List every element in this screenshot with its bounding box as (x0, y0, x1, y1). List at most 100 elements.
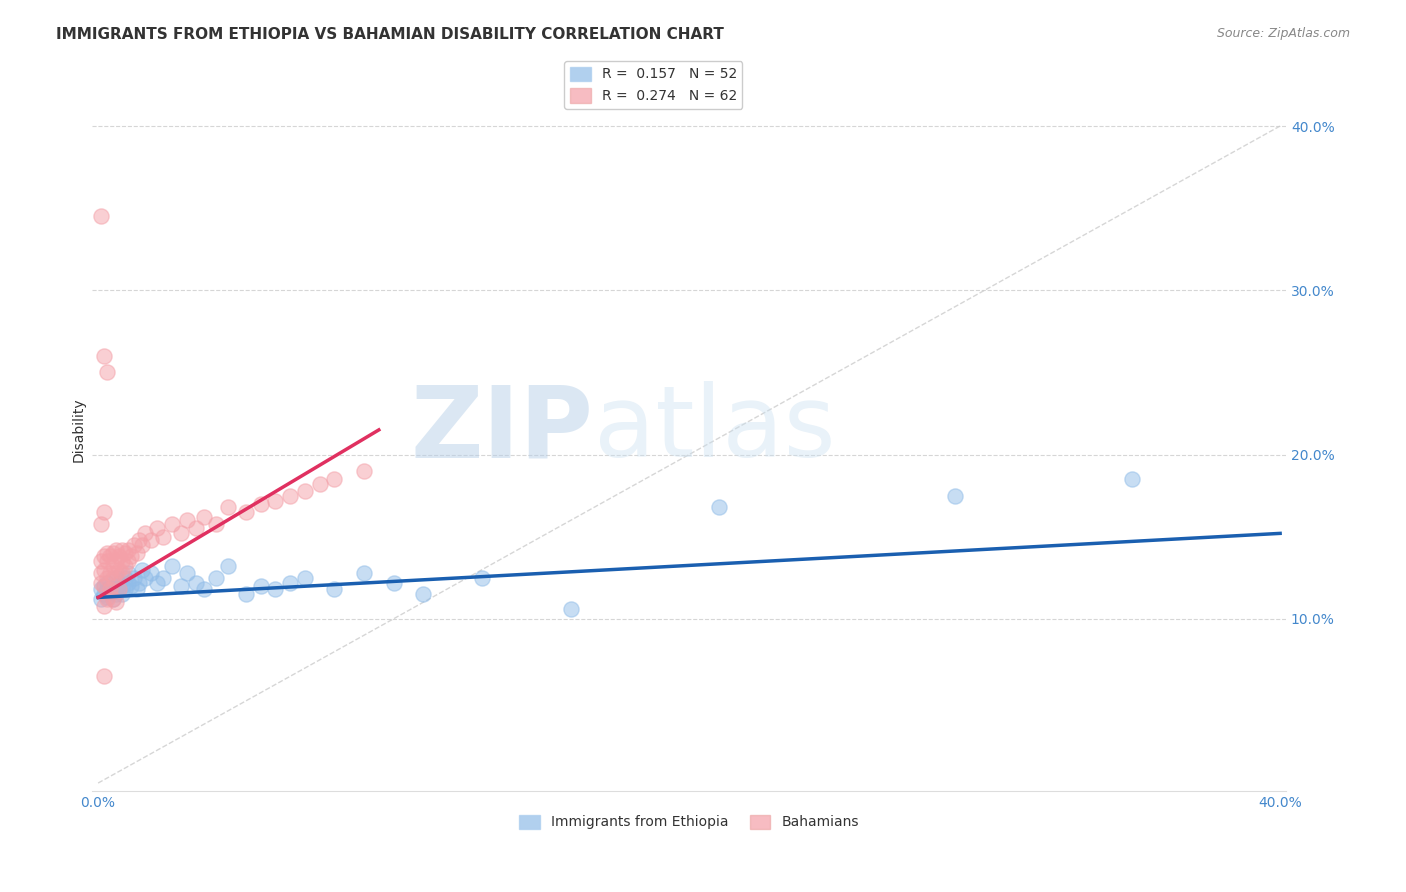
Point (114, 582, 136, 597)
Point (125, 582, 148, 597)
Point (107, 582, 129, 597)
Point (107, 562, 129, 576)
Point (131, 562, 153, 576)
Point (111, 579, 134, 593)
Point (111, 554, 134, 568)
Point (104, 571, 127, 585)
Point (308, 477, 330, 491)
Point (93, 579, 115, 593)
Point (120, 549, 142, 564)
Point (217, 559, 239, 574)
Point (98, 549, 121, 564)
Point (93, 349, 115, 363)
Point (101, 571, 124, 585)
Point (707, 500, 730, 514)
Point (560, 602, 582, 616)
Point (353, 464, 375, 478)
Point (152, 571, 174, 585)
Point (93, 599, 115, 613)
Point (184, 575, 207, 590)
Point (193, 510, 215, 524)
Point (184, 521, 207, 535)
Point (96, 592, 118, 607)
Point (117, 566, 139, 580)
Point (235, 587, 257, 601)
Point (141, 566, 163, 580)
Point (134, 571, 156, 585)
Point (176, 513, 198, 527)
Point (101, 559, 124, 574)
Point (122, 571, 145, 585)
Point (104, 595, 127, 609)
Point (93, 505, 115, 519)
Point (101, 592, 124, 607)
Point (146, 575, 169, 590)
Point (107, 582, 129, 597)
Point (294, 571, 316, 585)
Point (111, 587, 134, 601)
Point (278, 575, 301, 590)
Point (117, 575, 139, 590)
Point (93, 562, 115, 576)
Point (471, 571, 494, 585)
Point (141, 533, 163, 547)
Point (294, 483, 316, 498)
Point (353, 566, 375, 580)
Point (93, 579, 115, 593)
Point (96, 365, 118, 379)
Point (107, 549, 129, 564)
Point (125, 546, 148, 560)
Point (114, 559, 136, 574)
Text: IMMIGRANTS FROM ETHIOPIA VS BAHAMIAN DISABILITY CORRELATION CHART: IMMIGRANTS FROM ETHIOPIA VS BAHAMIAN DIS… (56, 27, 724, 42)
Point (122, 538, 145, 552)
Point (96, 554, 118, 568)
Point (101, 546, 124, 560)
Point (104, 587, 127, 601)
Point (117, 554, 139, 568)
Point (96, 575, 118, 590)
Point (128, 575, 150, 590)
Point (412, 587, 434, 601)
Point (90, 210, 112, 224)
Point (90, 575, 112, 590)
Point (205, 571, 228, 585)
Point (120, 579, 142, 593)
Point (160, 559, 183, 574)
Point (205, 516, 228, 531)
Point (98, 581, 121, 595)
Point (104, 554, 127, 568)
Text: Source: ZipAtlas.com: Source: ZipAtlas.com (1216, 27, 1350, 40)
Point (114, 571, 136, 585)
Point (235, 505, 257, 519)
Point (217, 500, 239, 514)
Point (90, 592, 112, 607)
Point (117, 542, 139, 557)
Point (101, 582, 124, 597)
Text: atlas: atlas (593, 382, 835, 478)
Point (114, 546, 136, 560)
Point (264, 493, 287, 508)
Point (93, 587, 115, 601)
Point (323, 582, 346, 597)
Point (170, 526, 193, 541)
Point (382, 575, 405, 590)
Point (264, 582, 287, 597)
Point (98, 585, 121, 599)
Point (104, 579, 127, 593)
Legend: Immigrants from Ethiopia, Bahamians: Immigrants from Ethiopia, Bahamians (513, 809, 865, 835)
Point (111, 542, 134, 557)
Point (98, 566, 121, 580)
Point (170, 579, 193, 593)
Point (96, 582, 118, 597)
Point (93, 549, 115, 564)
Point (249, 497, 271, 511)
Point (90, 566, 112, 580)
Point (160, 516, 183, 531)
Point (111, 566, 134, 580)
Point (146, 521, 169, 535)
Point (176, 566, 198, 580)
Point (134, 526, 156, 541)
Y-axis label: Disability: Disability (72, 398, 86, 462)
Point (152, 530, 174, 544)
Point (128, 533, 150, 547)
